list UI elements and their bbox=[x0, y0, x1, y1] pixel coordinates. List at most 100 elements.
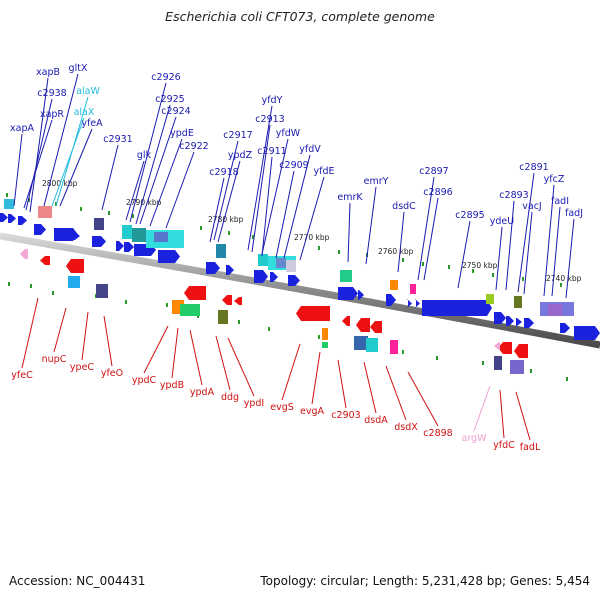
gene-label: c2895 bbox=[455, 210, 484, 221]
leader-line bbox=[261, 138, 289, 255]
gene-label: evgA bbox=[300, 406, 324, 417]
gene-label: c2903 bbox=[331, 410, 360, 421]
gene-arrow-forward bbox=[74, 232, 80, 240]
track-marker bbox=[472, 269, 474, 273]
gene-arrow-forward bbox=[386, 294, 396, 306]
gene-domain-box bbox=[38, 206, 52, 218]
gene-domain-box bbox=[390, 280, 398, 290]
leader-line bbox=[505, 200, 515, 291]
gene-arrow-reverse bbox=[514, 344, 528, 358]
gene-arrow-forward bbox=[574, 326, 600, 340]
gene-label: argW bbox=[462, 433, 488, 444]
gene-domain-box bbox=[390, 340, 398, 354]
gene-label: c2924 bbox=[161, 106, 190, 117]
track-marker bbox=[436, 356, 438, 360]
leader-line bbox=[523, 211, 533, 295]
leader-line bbox=[129, 82, 167, 223]
track-marker bbox=[80, 207, 82, 211]
gene-label: c2893 bbox=[499, 190, 528, 201]
leader-line bbox=[209, 177, 225, 243]
gene-arrow-forward bbox=[92, 236, 106, 247]
accession-text: Accession: NC_004431 bbox=[9, 574, 146, 588]
gene-label: c2918 bbox=[209, 167, 238, 178]
track-marker bbox=[228, 231, 230, 235]
gene-domain-box bbox=[514, 296, 522, 308]
gene-label: yfdW bbox=[276, 128, 301, 139]
leader-line bbox=[143, 325, 169, 374]
gene-label: evgS bbox=[270, 402, 294, 413]
track-marker bbox=[422, 262, 424, 266]
track-marker bbox=[522, 277, 524, 281]
leader-line bbox=[385, 365, 407, 421]
gene-label: ypdE bbox=[170, 128, 194, 139]
track-marker bbox=[482, 361, 484, 365]
scale-tick-label: 2790 kbp bbox=[126, 198, 162, 207]
track-marker bbox=[55, 202, 57, 206]
gene-domain-box bbox=[96, 284, 108, 298]
track-marker bbox=[318, 246, 320, 250]
gene-label: fadI bbox=[551, 196, 569, 207]
gene-label: vacJ bbox=[522, 201, 541, 212]
gene-domain-box bbox=[510, 360, 524, 374]
gene-label: yfeO bbox=[101, 368, 123, 379]
track-marker bbox=[560, 283, 562, 287]
leader-line bbox=[149, 138, 183, 227]
gene-domain-box bbox=[486, 294, 494, 304]
gene-label: c2891 bbox=[519, 162, 548, 173]
gene-domain-box bbox=[322, 328, 328, 340]
gene-label: c2925 bbox=[155, 94, 184, 105]
leader-line bbox=[189, 329, 203, 386]
gene-arrow-reverse bbox=[342, 316, 350, 326]
track-marker bbox=[52, 291, 54, 295]
gene-label: c2938 bbox=[37, 88, 66, 99]
leader-line bbox=[457, 220, 471, 289]
gene-arrow-forward bbox=[226, 265, 234, 275]
leader-line bbox=[275, 170, 295, 259]
gene-label: xapR bbox=[40, 109, 64, 120]
leader-line bbox=[551, 206, 561, 297]
gene-arrow-reverse bbox=[498, 342, 512, 354]
leader-line bbox=[171, 327, 179, 379]
gene-label: ypdC bbox=[132, 375, 157, 386]
gene-label: ddg bbox=[221, 392, 239, 403]
gene-arrow-forward bbox=[158, 250, 180, 263]
rna-gene-reverse bbox=[20, 249, 28, 259]
track-marker bbox=[132, 214, 134, 218]
leader-line bbox=[251, 124, 271, 253]
gene-arrow-forward bbox=[524, 318, 534, 328]
gene-label: yfeC bbox=[11, 370, 33, 381]
gene-label: fadJ bbox=[565, 208, 583, 219]
leader-line bbox=[397, 211, 405, 273]
gene-arrow-forward bbox=[516, 318, 522, 326]
leader-line bbox=[281, 343, 301, 401]
leader-line bbox=[29, 77, 49, 213]
track-marker bbox=[402, 258, 404, 262]
leader-line bbox=[103, 315, 113, 367]
gene-label: emrK bbox=[337, 192, 363, 203]
gene-arrow-reverse bbox=[234, 297, 242, 305]
gene-label: dsdX bbox=[394, 422, 418, 433]
track-marker bbox=[125, 300, 127, 304]
gene-arrow-forward bbox=[560, 323, 570, 333]
gene-label: yfdC bbox=[493, 440, 515, 451]
gene-arrow-reverse bbox=[296, 306, 330, 321]
gene-arrow-reverse bbox=[370, 321, 382, 333]
track-marker bbox=[492, 273, 494, 277]
leader-line bbox=[517, 172, 535, 293]
gene-arrow-forward bbox=[358, 290, 364, 300]
gene-label: ypdB bbox=[160, 380, 184, 391]
scale-tick-label: 2750 kbp bbox=[462, 261, 498, 270]
gene-domain-box bbox=[132, 228, 146, 242]
leader-line bbox=[261, 156, 273, 257]
gene-arrow-forward bbox=[18, 216, 27, 225]
leader-line bbox=[299, 176, 325, 261]
track-marker bbox=[30, 284, 32, 288]
gene-arrow-forward bbox=[34, 224, 46, 235]
gene-arrow-reverse bbox=[40, 256, 50, 265]
track-marker bbox=[166, 303, 168, 307]
gene-label: c2898 bbox=[423, 428, 452, 439]
gene-label: gltX bbox=[69, 63, 88, 74]
rna-gene-reverse bbox=[494, 342, 500, 350]
gene-label: alaX bbox=[74, 107, 95, 118]
